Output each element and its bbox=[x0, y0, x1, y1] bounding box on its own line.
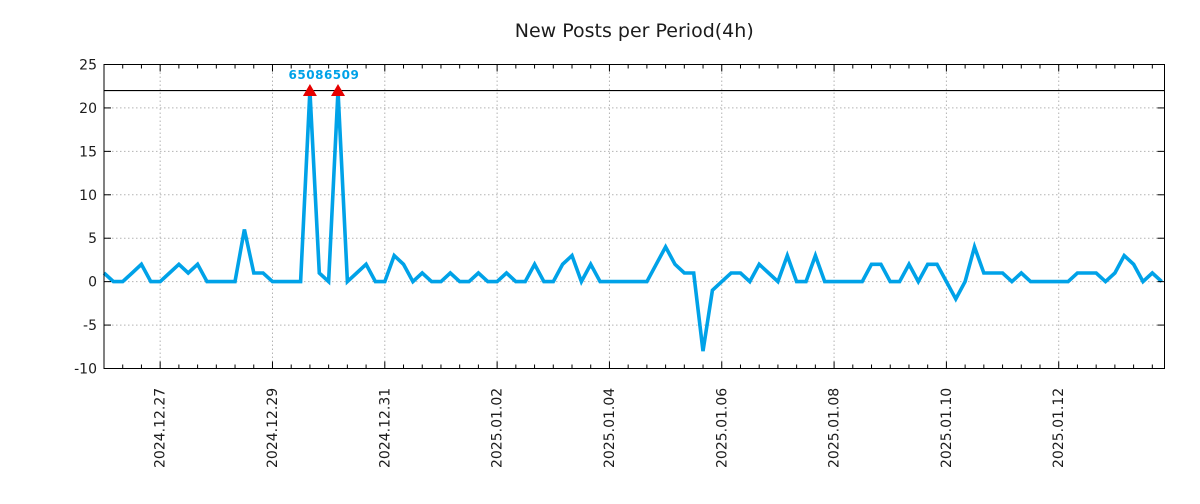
y-axis-tick-label: 25 bbox=[79, 58, 97, 74]
y-axis-tick-label: 10 bbox=[79, 188, 97, 204]
x-axis-tick-label: 2025.01.08 bbox=[827, 388, 843, 468]
x-axis-tick-label: 2024.12.29 bbox=[265, 388, 281, 468]
x-axis-tick-label: 2025.01.04 bbox=[602, 388, 618, 468]
peak-marker-triangle-up-icon bbox=[331, 84, 345, 97]
plot-border bbox=[103, 64, 1165, 369]
peak-annotation: 65086509 bbox=[289, 68, 360, 82]
data-line bbox=[102, 90, 1163, 352]
x-axis-tick-label: 2025.01.10 bbox=[939, 388, 955, 468]
x-axis-tick-label: 2024.12.27 bbox=[153, 388, 169, 468]
y-axis-tick-label: -10 bbox=[74, 362, 97, 378]
chart-title: New Posts per Period(4h) bbox=[515, 20, 754, 42]
y-axis-tick-label: 20 bbox=[79, 101, 97, 117]
y-axis-tick-label: -5 bbox=[83, 318, 97, 334]
x-axis-tick-label: 2025.01.02 bbox=[490, 388, 506, 468]
x-axis-tick-label: 2025.01.12 bbox=[1051, 388, 1067, 468]
y-axis-tick-label: 15 bbox=[79, 144, 97, 160]
x-axis-tick-label: 2024.12.31 bbox=[377, 388, 393, 468]
x-axis-tick-label: 2025.01.06 bbox=[714, 388, 730, 468]
peak-marker-triangle-up-icon bbox=[302, 84, 317, 97]
y-axis-tick-label: 5 bbox=[88, 231, 97, 247]
y-axis-tick-label: 0 bbox=[88, 275, 97, 291]
